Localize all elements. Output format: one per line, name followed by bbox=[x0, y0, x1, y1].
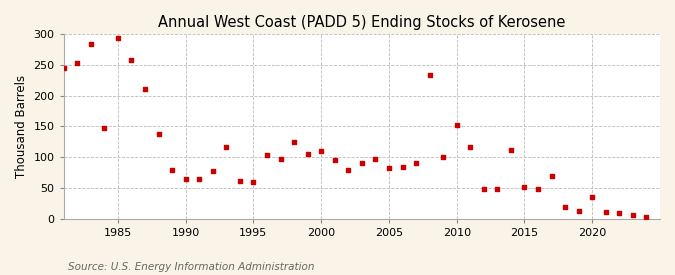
Point bbox=[86, 42, 97, 47]
Point bbox=[452, 122, 462, 127]
Point bbox=[370, 156, 381, 161]
Text: Source: U.S. Energy Information Administration: Source: U.S. Energy Information Administ… bbox=[68, 262, 314, 272]
Point bbox=[600, 210, 611, 214]
Point bbox=[329, 158, 340, 163]
Point bbox=[140, 87, 151, 92]
Point bbox=[533, 187, 543, 192]
Point bbox=[492, 187, 503, 192]
Point bbox=[519, 185, 530, 189]
Point bbox=[234, 178, 245, 183]
Point bbox=[289, 140, 300, 144]
Point bbox=[546, 174, 557, 178]
Point bbox=[207, 169, 218, 173]
Point bbox=[641, 214, 652, 219]
Y-axis label: Thousand Barrels: Thousand Barrels bbox=[15, 75, 28, 178]
Point bbox=[397, 164, 408, 169]
Point bbox=[248, 180, 259, 184]
Point bbox=[614, 211, 625, 215]
Point bbox=[560, 204, 570, 209]
Point bbox=[302, 152, 313, 156]
Point bbox=[479, 187, 489, 192]
Point bbox=[424, 72, 435, 77]
Point bbox=[194, 177, 205, 181]
Point bbox=[262, 153, 273, 158]
Point bbox=[343, 167, 354, 172]
Point bbox=[628, 213, 639, 218]
Point bbox=[316, 149, 327, 153]
Point bbox=[506, 148, 516, 152]
Point bbox=[356, 161, 367, 166]
Point bbox=[126, 58, 137, 62]
Point bbox=[167, 167, 178, 172]
Point bbox=[113, 36, 124, 40]
Point bbox=[72, 61, 82, 65]
Point bbox=[573, 209, 584, 213]
Title: Annual West Coast (PADD 5) Ending Stocks of Kerosene: Annual West Coast (PADD 5) Ending Stocks… bbox=[158, 15, 566, 30]
Point bbox=[465, 145, 476, 150]
Point bbox=[383, 166, 394, 170]
Point bbox=[58, 66, 69, 70]
Point bbox=[99, 126, 110, 131]
Point bbox=[153, 132, 164, 136]
Point bbox=[410, 161, 421, 166]
Point bbox=[438, 155, 449, 160]
Point bbox=[587, 195, 597, 199]
Point bbox=[221, 145, 232, 150]
Point bbox=[180, 177, 191, 181]
Point bbox=[275, 157, 286, 161]
